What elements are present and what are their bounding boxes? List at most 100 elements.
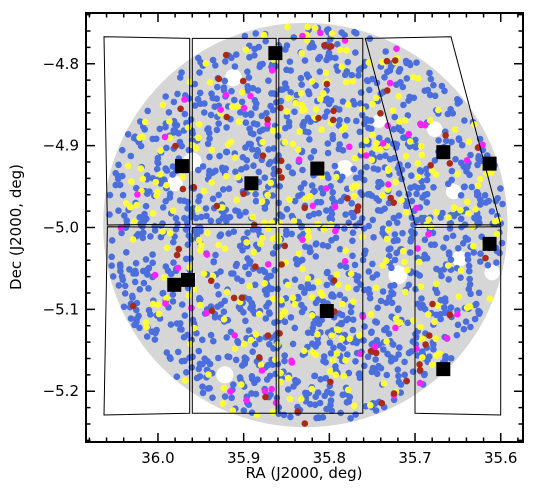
- source-point: [408, 172, 415, 179]
- source-point: [230, 228, 238, 235]
- source-point: [395, 68, 403, 75]
- source-point: [313, 414, 320, 422]
- masked-region: [244, 176, 259, 191]
- source-point: [204, 229, 211, 237]
- source-point: [286, 395, 294, 403]
- source-point: [383, 257, 390, 265]
- source-point: [255, 43, 263, 51]
- source-point: [368, 150, 376, 157]
- source-point: [268, 67, 276, 74]
- source-point: [385, 330, 393, 338]
- survey-footprint: [103, 22, 508, 428]
- source-point: [417, 168, 425, 175]
- source-point: [364, 353, 372, 361]
- source-point: [163, 349, 171, 356]
- source-point: [156, 171, 164, 178]
- source-point: [265, 160, 273, 168]
- source-point: [129, 292, 136, 300]
- source-point: [254, 87, 262, 94]
- source-point: [389, 341, 397, 348]
- source-point: [315, 114, 322, 122]
- source-point: [204, 140, 212, 148]
- source-point: [277, 104, 284, 112]
- source-point: [401, 258, 408, 266]
- source-point: [379, 262, 387, 269]
- source-point: [276, 183, 284, 190]
- source-point: [393, 219, 401, 226]
- source-point: [341, 37, 349, 44]
- source-point: [139, 175, 147, 183]
- source-point: [270, 145, 278, 152]
- source-point: [152, 178, 160, 186]
- source-point: [121, 290, 129, 297]
- source-point: [333, 350, 341, 357]
- source-point: [391, 57, 399, 64]
- source-point: [399, 229, 406, 237]
- source-point: [414, 160, 422, 167]
- source-point: [414, 245, 421, 252]
- source-point: [202, 205, 210, 212]
- source-point: [402, 208, 410, 216]
- source-point: [245, 270, 252, 278]
- source-point: [184, 124, 192, 131]
- source-point: [385, 246, 393, 253]
- source-point: [269, 127, 277, 134]
- source-point: [291, 300, 299, 308]
- source-point: [210, 258, 217, 265]
- source-point: [172, 142, 179, 150]
- source-point: [322, 359, 330, 366]
- source-point: [403, 203, 410, 210]
- source-point: [312, 24, 319, 32]
- source-point: [394, 237, 401, 244]
- source-point: [217, 106, 224, 113]
- source-point: [265, 299, 273, 307]
- source-point: [314, 331, 321, 338]
- source-point: [242, 119, 250, 126]
- source-point: [187, 340, 194, 348]
- source-point: [211, 103, 218, 110]
- source-point: [262, 315, 270, 322]
- source-point: [195, 236, 203, 244]
- source-point: [160, 274, 168, 281]
- source-point: [129, 236, 137, 243]
- source-point: [467, 151, 474, 159]
- source-point: [395, 92, 403, 100]
- source-point: [361, 286, 368, 294]
- source-point: [428, 167, 436, 174]
- source-point: [363, 77, 371, 84]
- source-point: [327, 378, 334, 386]
- source-point: [344, 351, 351, 358]
- source-point: [257, 361, 265, 369]
- source-point: [423, 165, 430, 173]
- source-point: [284, 281, 292, 289]
- source-point: [305, 88, 312, 95]
- source-point: [130, 302, 137, 310]
- source-point: [353, 117, 360, 125]
- source-point: [369, 260, 376, 268]
- source-point: [433, 352, 440, 359]
- source-point: [215, 354, 222, 362]
- source-point: [178, 301, 186, 308]
- plot-area: [103, 22, 508, 428]
- source-point: [222, 91, 230, 99]
- masked-region: [482, 156, 497, 171]
- source-point: [286, 196, 293, 203]
- source-point: [251, 221, 258, 229]
- source-point: [322, 69, 330, 76]
- source-point: [441, 304, 448, 311]
- source-point: [284, 23, 291, 31]
- source-point: [210, 337, 217, 345]
- source-point: [222, 51, 230, 59]
- source-point: [323, 26, 331, 34]
- source-point: [369, 216, 377, 224]
- source-point: [375, 197, 383, 204]
- source-point: [142, 256, 150, 263]
- x-tick-label: 35.8: [313, 449, 346, 467]
- source-point: [365, 268, 373, 275]
- source-point: [251, 340, 259, 348]
- source-point: [233, 260, 240, 268]
- source-point: [124, 131, 132, 138]
- source-point: [460, 183, 468, 191]
- source-point: [304, 227, 312, 234]
- source-point: [385, 165, 392, 172]
